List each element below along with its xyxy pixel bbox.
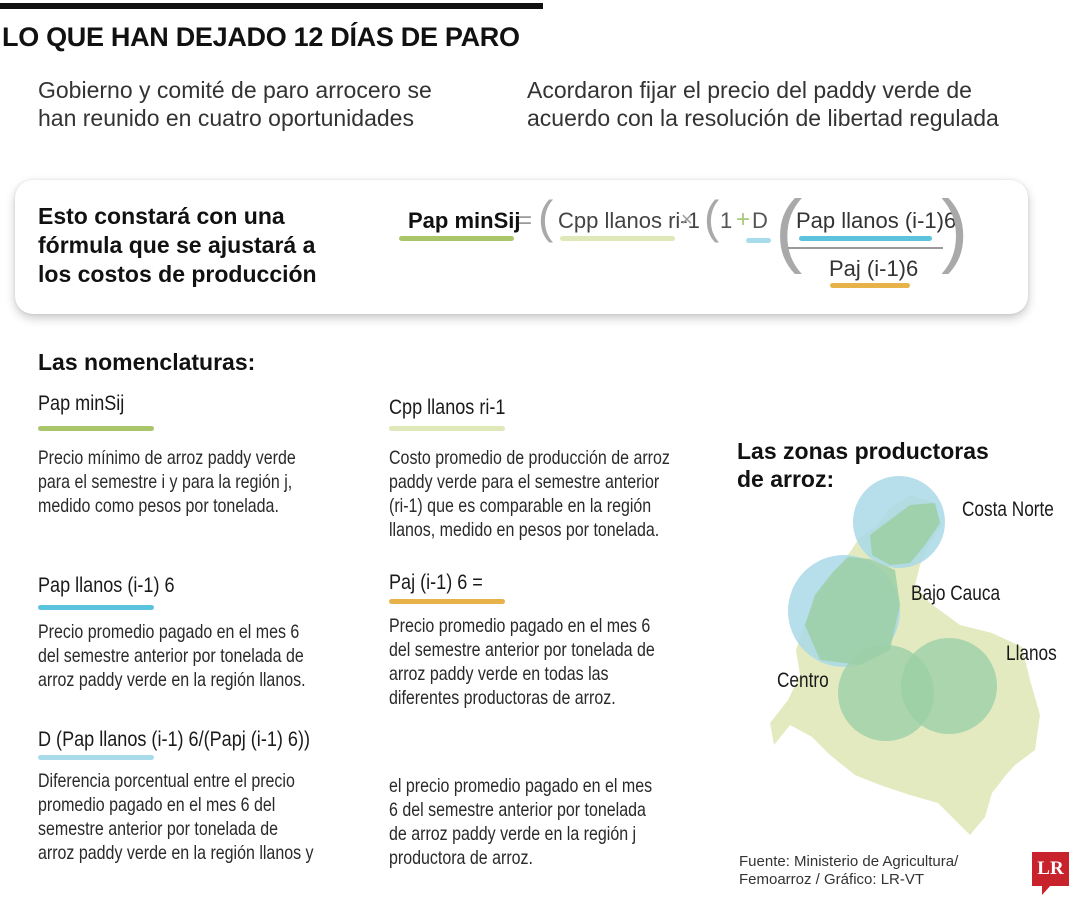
fraction-denominator: Paj (i-1)6 — [829, 256, 919, 281]
close-paren-fraction: ) — [941, 184, 969, 275]
nom-term-pap-min: Pap minSij — [38, 392, 125, 415]
source-credit: Fuente: Ministerio de Agricultura/ Femoa… — [739, 853, 958, 889]
fraction-numerator: Pap llanos (i-1)6 — [796, 208, 957, 233]
intro-meetings-line: han reunido en cuatro oportunidades — [38, 105, 414, 131]
source-line: Fuente: Ministerio de Agricultura/ — [739, 853, 959, 870]
formula-lead-line: fórmula que se ajustará a — [38, 232, 316, 258]
intro-agreement: Acordaron fijar el precio del paddy verd… — [527, 76, 999, 132]
nom-term-paj: Paj (i-1) 6 = — [389, 571, 483, 594]
fraction-bar — [788, 247, 943, 249]
map-heading-line: Las zonas productoras — [737, 438, 989, 464]
desc-line: paddy verde para el semestre anterior — [389, 471, 660, 493]
desc-line: para el semestre i y para la región j, — [38, 471, 293, 493]
d-underline — [746, 238, 771, 243]
formula-lead-line: Esto constará con una — [38, 203, 285, 229]
desc-line: medido como pesos por tonelada. — [38, 495, 279, 517]
nom-desc-pap-llanos: Precio promedio pagado en el mes 6 del s… — [38, 620, 306, 692]
nom-desc-paj: Precio promedio pagado en el mes 6 del s… — [389, 614, 655, 710]
desc-line: 6 del semestre anterior por tonelada — [389, 799, 646, 821]
nom-term-cpp: Cpp llanos ri-1 — [389, 396, 506, 419]
numerator-underline — [799, 236, 932, 241]
desc-line: de arroz paddy verde en la región j — [389, 823, 637, 845]
desc-line: arroz paddy verde en todas las — [389, 663, 609, 685]
formula-lhs: Pap minSij — [408, 208, 521, 233]
desc-line: diferentes productoras de arroz. — [389, 687, 616, 709]
lr-logo: LR — [1032, 852, 1069, 895]
intro-agreement-line: Acordaron fijar el precio del paddy verd… — [527, 77, 972, 103]
lhs-underline — [399, 236, 514, 241]
nom-desc-d: Diferencia porcentual entre el precio pr… — [38, 769, 314, 865]
open-paren-inner: ( — [704, 191, 720, 243]
nom-desc-pap-min: Precio mínimo de arroz paddy verde para … — [38, 446, 296, 518]
label-llanos: Llanos — [1006, 642, 1057, 665]
label-bajo-cauca: Bajo Cauca — [911, 582, 1001, 605]
desc-line: del semestre anterior por tonelada de — [389, 639, 655, 661]
cpp-underline — [560, 236, 675, 241]
desc-line: arroz paddy verde en la región llanos y — [38, 842, 314, 864]
label-centro: Centro — [777, 669, 829, 692]
denominator-underline — [830, 283, 910, 288]
colombia-map — [770, 476, 1040, 835]
plus-sign: + — [736, 206, 751, 233]
desc-line: Costo promedio de producción de arroz — [389, 447, 670, 469]
circle-llanos — [901, 638, 997, 734]
nom-bar-pale-green — [389, 426, 505, 431]
label-costa-norte: Costa Norte — [962, 498, 1054, 521]
source-line: Femoarroz / Gráfico: LR-VT — [739, 871, 925, 888]
nom-term-d: D (Pap llanos (i-1) 6/(Papj (i-1) 6)) — [38, 728, 310, 751]
intro-meetings: Gobierno y comité de paro arrocero se ha… — [38, 76, 432, 132]
desc-line: el precio promedio pagado en el mes — [389, 775, 653, 797]
intro-agreement-line: acuerdo con la resolución de libertad re… — [527, 105, 999, 131]
nom-desc-cpp: Costo promedio de producción de arroz pa… — [389, 446, 670, 542]
desc-line: del semestre anterior por tonelada de — [38, 645, 304, 667]
desc-line: Precio promedio pagado en el mes 6 — [389, 615, 651, 637]
intro-meetings-line: Gobierno y comité de paro arrocero se — [38, 77, 432, 103]
nom-bar-orange — [389, 599, 505, 604]
nom-desc-d-continuation: el precio promedio pagado en el mes 6 de… — [389, 774, 652, 870]
formula-card: Esto constará con una fórmula que se aju… — [15, 180, 1028, 314]
desc-line: arroz paddy verde en la región llanos. — [38, 669, 306, 691]
open-paren-fraction: ( — [775, 184, 803, 275]
desc-line: semestre anterior por tonelada de — [38, 818, 278, 840]
nom-term-pap-llanos: Pap llanos (i-1) 6 — [38, 574, 175, 597]
map-heading: Las zonas productoras de arroz: — [737, 437, 989, 493]
open-paren: ( — [538, 191, 554, 243]
desc-line: Precio promedio pagado en el mes 6 — [38, 621, 300, 643]
desc-line: llanos, medido en pesos por tonelada. — [389, 519, 660, 541]
desc-line: (ri-1) que es comparable en la región — [389, 495, 652, 517]
nom-bar-green — [38, 426, 154, 431]
times-sign: × — [681, 209, 693, 231]
map-heading-line: de arroz: — [737, 466, 835, 492]
costa-norte-land-overlay — [870, 503, 940, 565]
nom-bar-light-blue — [38, 755, 154, 760]
formula-one: 1 — [720, 208, 733, 233]
desc-line: Diferencia porcentual entre el precio — [38, 770, 295, 792]
desc-line: productora de arroz. — [389, 847, 533, 869]
desc-line: Precio mínimo de arroz paddy verde — [38, 447, 296, 469]
equals-sign: = — [518, 207, 533, 234]
bajo-cauca-land-overlay — [805, 557, 900, 665]
page-title: LO QUE HAN DEJADO 12 DÍAS DE PARO — [2, 22, 520, 52]
nomenclature-heading: Las nomenclaturas: — [38, 349, 256, 375]
formula-lead-line: los costos de producción — [38, 261, 317, 287]
formula-term-cpp: Cpp llanos ri-1 — [558, 208, 700, 233]
formula-lead: Esto constará con una fórmula que se aju… — [38, 202, 317, 289]
desc-line: promedio pagado en el mes 6 del — [38, 794, 276, 816]
top-rule — [0, 3, 543, 9]
formula-term-d: D — [752, 208, 768, 233]
nom-bar-blue — [38, 605, 154, 610]
